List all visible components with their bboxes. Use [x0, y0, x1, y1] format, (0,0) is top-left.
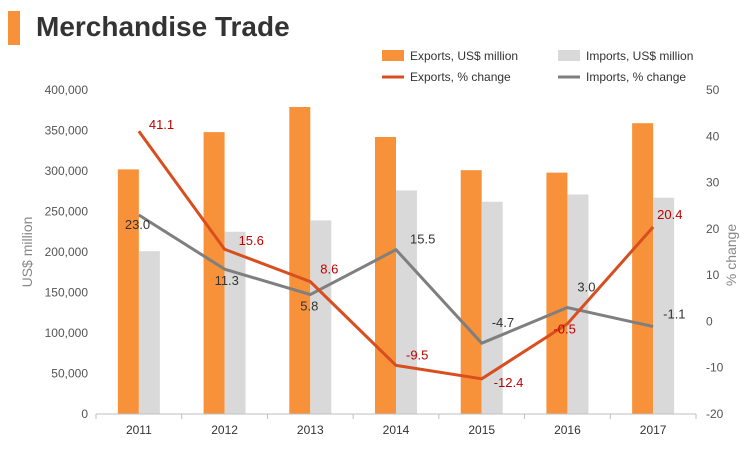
bar-exports: [546, 172, 568, 414]
y-tick-label: 200,000: [45, 245, 89, 259]
y2-tick-label: 20: [706, 222, 720, 236]
data-label-exports-change: -0.5: [553, 322, 575, 337]
chart-legend: Exports, US$ million Imports, US$ millio…: [382, 49, 693, 84]
bar-imports: [481, 201, 503, 414]
x-tick-label: 2013: [297, 423, 324, 437]
legend-label-imports-bar: Imports, US$ million: [586, 49, 693, 63]
y2-tick-label: 0: [706, 314, 713, 328]
y2-tick-label: 30: [706, 176, 720, 190]
bar-exports: [632, 123, 654, 415]
x-tick-label: 2014: [383, 423, 410, 437]
data-label-exports-change: 15.6: [239, 233, 264, 248]
y-tick-label: 100,000: [45, 326, 89, 340]
bar-exports: [375, 136, 396, 415]
x-tick-label: 2017: [640, 423, 667, 437]
x-tick-label: 2012: [211, 423, 238, 437]
y-tick-label: 150,000: [45, 286, 89, 300]
y2-tick-label: 10: [706, 268, 720, 282]
x-tick-label: 2016: [554, 423, 581, 437]
y2-tick-label: -10: [706, 361, 724, 375]
page-title: Merchandise Trade: [36, 11, 290, 42]
data-label-exports-change: 20.4: [657, 207, 682, 222]
y2-tick-label: -20: [706, 407, 724, 421]
data-label-exports-change: -12.4: [494, 375, 524, 390]
bar-exports: [117, 169, 139, 414]
y-tick-label: 350,000: [45, 124, 89, 138]
y-tick-label: 50,000: [51, 367, 88, 381]
y-tick-label: 400,000: [45, 83, 89, 97]
bar-imports: [567, 194, 589, 414]
y-tick-label: 250,000: [45, 205, 89, 219]
data-label-imports-change: 11.3: [215, 273, 239, 288]
line-imports-change: [138, 213, 654, 345]
data-label-exports-change: -9.5: [406, 347, 428, 362]
y2-axis-title: % change: [723, 224, 739, 286]
bar-imports: [138, 251, 160, 414]
legend-label-imports-line: Imports, % change: [586, 70, 686, 84]
data-label-exports-change: 8.6: [320, 262, 338, 277]
bar-imports: [224, 231, 246, 414]
bar-imports: [310, 220, 332, 414]
y-axis-title: US$ million: [19, 217, 35, 288]
bar-exports: [203, 132, 225, 414]
line-exports-change: [137, 130, 655, 381]
y2-tick-label: 50: [706, 83, 720, 97]
data-label-imports-change: 15.5: [410, 232, 435, 247]
data-label-imports-change: -4.7: [492, 315, 514, 330]
legend-label-exports-bar: Exports, US$ million: [410, 49, 518, 63]
data-label-exports-change: 41.1: [149, 117, 174, 132]
legend-swatch-exports-bar: [382, 50, 404, 61]
bar-exports: [460, 170, 482, 414]
plot-area: 0 50,000 100,000 150,000 200,000 250,000 300,0…: [45, 83, 724, 437]
legend-label-exports-line: Exports, % change: [410, 70, 511, 84]
legend-swatch-imports-bar: [558, 50, 580, 61]
bar-exports: [289, 107, 311, 414]
data-label-imports-change: 5.8: [300, 299, 318, 314]
x-tick-label: 2015: [468, 423, 495, 437]
title-accent-bar: [8, 11, 20, 45]
x-tick-label: 2011: [126, 423, 152, 437]
y-tick-label: 0: [81, 407, 88, 421]
data-label-imports-change: 23.0: [125, 217, 150, 232]
y2-tick-label: 40: [706, 129, 720, 143]
bar-imports: [653, 197, 675, 414]
data-label-imports-change: 3.0: [577, 280, 595, 295]
data-label-imports-change: -1.1: [663, 307, 685, 322]
y-tick-label: 300,000: [45, 164, 89, 178]
bar-imports: [396, 190, 417, 414]
